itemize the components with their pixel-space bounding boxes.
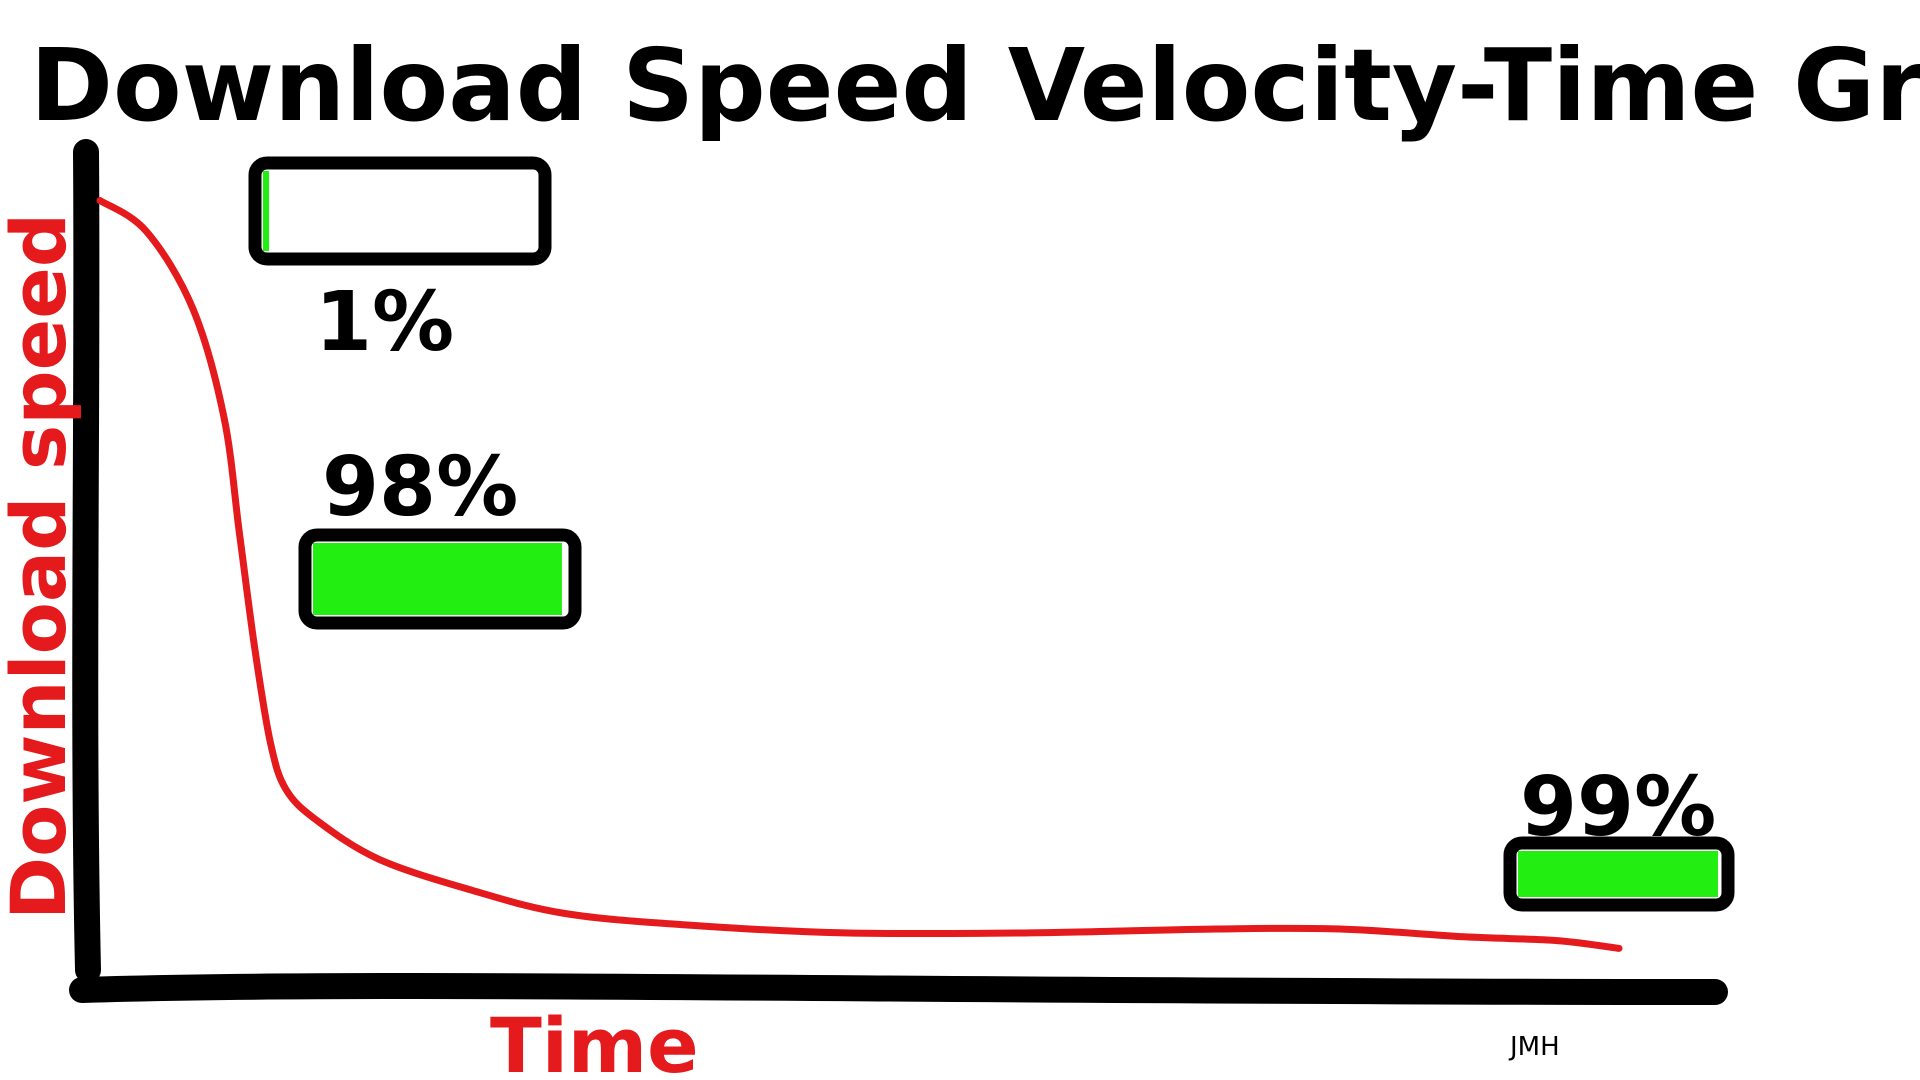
axes [69, 139, 1728, 1005]
progress-annotation-3: 99% [1503, 760, 1735, 912]
progress-bar-fill [263, 171, 269, 251]
progress-annotation-2: 98% [298, 440, 582, 630]
progress-percent-label: 1% [315, 275, 454, 370]
y-axis [72, 139, 101, 983]
progress-annotations: 1% 98% 99% [248, 156, 1735, 912]
x-axis-label: Time [490, 1001, 699, 1080]
progress-bar-fill [1518, 851, 1718, 897]
progress-bar-frame [248, 156, 552, 266]
progress-bar-frame [1503, 836, 1735, 912]
progress-bar-fill [313, 543, 562, 615]
artist-signature: JMH [1508, 1032, 1560, 1062]
progress-percent-label: 98% [322, 440, 518, 535]
chart-title: Download Speed Velocity-Time Graph [30, 27, 1920, 144]
x-axis [69, 973, 1728, 1005]
progress-annotation-1: 1% [248, 156, 552, 370]
progress-percent-label: 99% [1520, 760, 1716, 855]
progress-bar-frame [298, 528, 582, 630]
y-axis-label: Download speed [0, 213, 83, 920]
download-speed-curve [96, 197, 1623, 952]
